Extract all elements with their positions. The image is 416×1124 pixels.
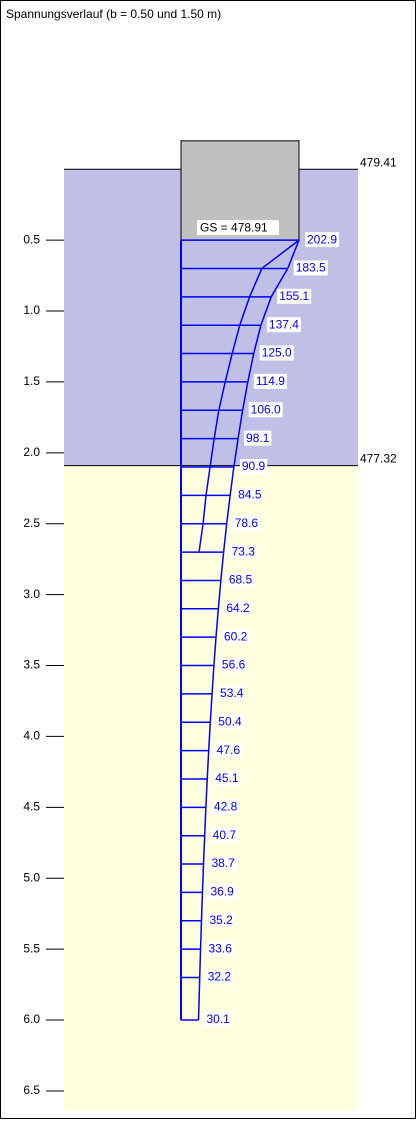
stress-curve bbox=[197, 239, 300, 1021]
label-bg bbox=[214, 742, 243, 758]
label-bg bbox=[232, 515, 261, 531]
value-label: 50.4 bbox=[218, 714, 242, 728]
value-label: 35.2 bbox=[209, 913, 233, 927]
elevation-label: 479.41 bbox=[360, 155, 397, 169]
label-bg bbox=[205, 969, 234, 985]
value-label: 84.5 bbox=[238, 488, 262, 502]
value-label: 45.1 bbox=[215, 771, 239, 785]
label-bg bbox=[211, 799, 240, 815]
value-label: 47.6 bbox=[217, 743, 241, 757]
label-bg bbox=[229, 544, 257, 560]
label-bg bbox=[266, 317, 301, 333]
y-tick-label: 1.5 bbox=[23, 374, 40, 388]
label-bg bbox=[210, 827, 239, 843]
label-bg bbox=[216, 714, 244, 730]
value-label: 137.4 bbox=[269, 317, 299, 331]
value-label: 53.4 bbox=[220, 686, 244, 700]
y-tick-label: 0.5 bbox=[23, 232, 40, 246]
label-bg bbox=[207, 912, 235, 928]
value-label: 98.1 bbox=[246, 431, 270, 445]
value-label: 73.3 bbox=[232, 544, 256, 558]
label-bg bbox=[259, 345, 294, 361]
label-bg bbox=[239, 458, 268, 474]
label-bg bbox=[277, 288, 312, 304]
label-bg bbox=[248, 402, 283, 418]
label-bg bbox=[218, 685, 246, 701]
value-label: 90.9 bbox=[242, 459, 266, 473]
value-label: 40.7 bbox=[213, 828, 237, 842]
value-label: 33.6 bbox=[209, 941, 233, 955]
y-tick-label: 4.0 bbox=[23, 729, 40, 743]
value-label: 183.5 bbox=[296, 261, 326, 275]
value-label: 30.1 bbox=[207, 1012, 231, 1026]
label-bg bbox=[236, 487, 264, 503]
value-label: 68.5 bbox=[229, 573, 253, 587]
label-bg bbox=[305, 232, 340, 248]
label-bg bbox=[226, 572, 255, 588]
value-label: 78.6 bbox=[235, 516, 259, 530]
label-bg bbox=[213, 770, 241, 786]
y-tick-label: 3.5 bbox=[23, 658, 40, 672]
label-bg bbox=[206, 941, 234, 957]
y-tick-label: 5.5 bbox=[23, 941, 40, 955]
value-label: 106.0 bbox=[251, 402, 281, 416]
y-tick-label: 5.0 bbox=[23, 870, 40, 884]
value-label: 36.9 bbox=[210, 885, 234, 899]
label-bg bbox=[244, 430, 272, 446]
value-label: 42.8 bbox=[214, 800, 238, 814]
value-label: 56.6 bbox=[222, 658, 246, 672]
y-tick-label: 6.0 bbox=[23, 1012, 40, 1026]
label-bg bbox=[222, 629, 250, 645]
label-bg bbox=[197, 220, 279, 236]
y-tick-label: 3.0 bbox=[23, 587, 40, 601]
value-label: 32.2 bbox=[208, 970, 232, 984]
y-tick-label: 1.0 bbox=[23, 303, 40, 317]
label-bg bbox=[224, 600, 252, 616]
label-bg bbox=[208, 884, 236, 900]
y-tick-label: 2.0 bbox=[23, 445, 40, 459]
value-label: 125.0 bbox=[262, 346, 292, 360]
value-label: 64.2 bbox=[226, 601, 250, 615]
y-tick-label: 4.5 bbox=[23, 800, 40, 814]
y-tick-label: 2.5 bbox=[23, 516, 40, 530]
foundation-label: GS = 478.91 bbox=[200, 220, 268, 234]
value-label: 60.2 bbox=[224, 629, 248, 643]
value-label: 202.9 bbox=[307, 232, 337, 246]
label-bg bbox=[253, 373, 287, 389]
stress-curve bbox=[198, 239, 300, 553]
label-bg bbox=[219, 657, 248, 673]
value-label: 114.9 bbox=[256, 374, 285, 388]
label-bg bbox=[209, 856, 237, 872]
y-tick-label: 6.5 bbox=[23, 1083, 40, 1097]
chart-title: Spannungsverlauf (b = 0.50 und 1.50 m) bbox=[6, 7, 221, 21]
soil-layer bbox=[64, 465, 358, 1111]
elevation-label: 477.32 bbox=[360, 452, 397, 466]
value-label: 155.1 bbox=[279, 289, 309, 303]
value-label: 38.7 bbox=[212, 856, 236, 870]
label-bg bbox=[293, 260, 328, 276]
label-bg bbox=[204, 1012, 232, 1028]
